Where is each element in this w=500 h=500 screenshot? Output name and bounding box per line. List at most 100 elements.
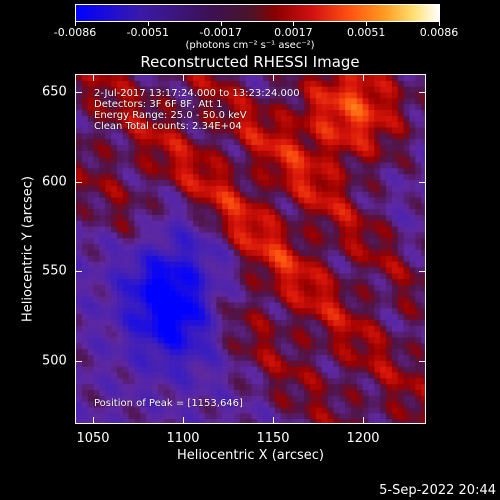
heatmap-cell — [368, 115, 375, 123]
heatmap-cell — [304, 331, 311, 338]
heatmap-cell — [198, 413, 206, 420]
heatmap-cell — [204, 215, 211, 222]
heatmap-cell — [251, 133, 258, 140]
heatmap-cell — [187, 407, 194, 414]
heatmap-cell — [245, 296, 252, 303]
heatmap-cell — [415, 197, 422, 204]
heatmap-cell — [198, 279, 206, 286]
heatmap-cell — [187, 290, 194, 298]
heatmap-cell — [315, 197, 323, 204]
heatmap-cell — [321, 244, 328, 251]
heatmap-cell — [181, 92, 188, 99]
heatmap-cell — [298, 384, 305, 391]
heatmap-cell — [280, 390, 287, 397]
heatmap-cell — [380, 366, 387, 373]
heatmap-cell — [333, 390, 340, 397]
heatmap-cell — [198, 127, 206, 134]
heatmap-cell — [397, 343, 404, 350]
heatmap-cell — [111, 244, 118, 251]
heatmap-cell — [339, 285, 346, 292]
heatmap-cell — [403, 413, 410, 420]
heatmap-cell — [374, 395, 381, 403]
heatmap-cell — [315, 168, 323, 175]
heatmap-cell — [204, 273, 211, 280]
heatmap-cell — [204, 302, 211, 309]
heatmap-cell — [327, 308, 334, 315]
heatmap-cell — [257, 98, 264, 105]
heatmap-cell — [93, 162, 100, 169]
heatmap-cell — [122, 75, 129, 82]
heatmap-cell — [111, 401, 118, 408]
heatmap-cell — [157, 343, 165, 350]
heatmap-cell — [239, 337, 246, 344]
heatmap-cell — [87, 331, 94, 338]
heatmap-cell — [140, 191, 147, 198]
heatmap-cell — [333, 279, 340, 286]
heatmap-cell — [415, 220, 422, 228]
heatmap-cell — [81, 226, 89, 233]
heatmap-cell — [327, 273, 334, 280]
heatmap-cell — [374, 156, 381, 163]
heatmap-cell — [169, 75, 176, 82]
heatmap-cell — [169, 162, 176, 169]
heatmap-cell — [421, 250, 425, 257]
heatmap-cell — [362, 180, 369, 187]
heatmap-cell — [146, 372, 153, 379]
heatmap-cell — [257, 296, 264, 303]
heatmap-cell — [409, 290, 416, 298]
heatmap-cell — [280, 238, 287, 245]
heatmap-cell — [216, 267, 223, 274]
heatmap-cell — [245, 419, 252, 423]
heatmap-cell — [76, 407, 83, 414]
heatmap-cell — [386, 98, 393, 105]
heatmap-cell — [163, 203, 170, 210]
heatmap-cell — [210, 407, 217, 414]
heatmap-cell — [93, 390, 100, 397]
heatmap-cell — [257, 384, 264, 391]
heatmap-cell — [222, 343, 229, 350]
heatmap-cell — [397, 174, 404, 181]
heatmap-cell — [198, 314, 206, 321]
heatmap-cell — [175, 232, 182, 239]
heatmap-cell — [146, 145, 153, 152]
heatmap-cell — [409, 255, 416, 263]
heatmap-cell — [193, 75, 200, 82]
heatmap-cell — [391, 285, 399, 292]
heatmap-cell — [245, 343, 252, 350]
heatmap-cell — [222, 285, 229, 292]
heatmap-cell — [257, 191, 264, 198]
heatmap-cell — [175, 185, 182, 193]
heatmap-cell — [134, 104, 141, 111]
heatmap-cell — [403, 197, 410, 204]
heatmap-cell — [345, 355, 352, 362]
heatmap-cell — [99, 162, 106, 169]
heatmap-cell — [122, 185, 129, 193]
heatmap-cell — [76, 209, 83, 216]
heatmap-cell — [345, 413, 352, 420]
heatmap-cell — [391, 320, 399, 327]
heatmap-cell — [339, 296, 346, 303]
heatmap-cell — [140, 372, 147, 379]
heatmap-cell — [403, 168, 410, 175]
heatmap-cell — [204, 150, 211, 158]
heatmap-cell — [321, 191, 328, 198]
heatmap-cell — [198, 395, 206, 403]
heatmap-cell — [274, 191, 282, 198]
heatmap-cell — [181, 226, 188, 233]
heatmap-cell — [87, 180, 94, 187]
heatmap-cell — [222, 255, 229, 263]
heatmap-cell — [175, 104, 182, 111]
heatmap-cell — [421, 401, 425, 408]
heatmap-cell — [403, 80, 410, 88]
heatmap-cell — [274, 215, 282, 222]
heatmap-cell — [356, 296, 363, 303]
heatmap-cell — [87, 121, 94, 128]
heatmap-cell — [122, 314, 129, 321]
heatmap-cell — [327, 337, 334, 344]
heatmap-cell — [181, 395, 188, 403]
heatmap-cell — [380, 238, 387, 245]
heatmap-cell — [181, 273, 188, 280]
heatmap-cell — [134, 378, 141, 385]
heatmap-cell — [181, 145, 188, 152]
heatmap-cell — [269, 419, 276, 423]
